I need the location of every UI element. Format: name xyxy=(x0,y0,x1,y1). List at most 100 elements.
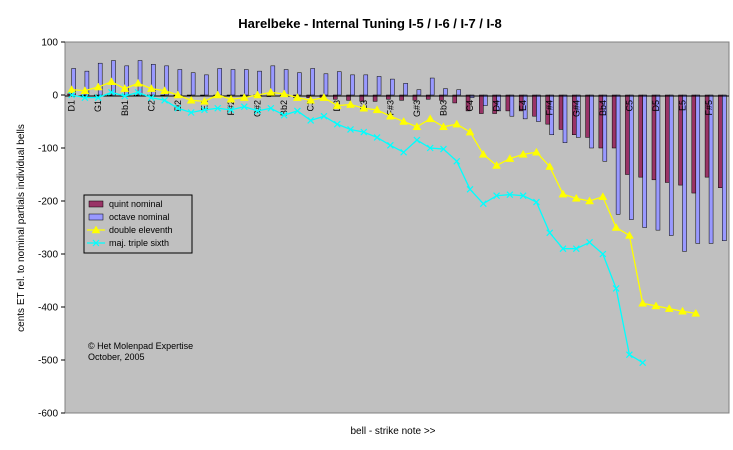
maj-triple-sixth-point xyxy=(108,88,115,96)
maj-triple-sixth-point xyxy=(559,245,567,253)
x-tick-label: G#3 xyxy=(412,100,422,117)
quint-nominal-bar xyxy=(372,94,378,102)
maj-triple-sixth-point xyxy=(347,126,354,133)
double-eleventh-point xyxy=(439,122,448,131)
quint-nominal-bar xyxy=(691,94,697,194)
maj-triple-sixth-point xyxy=(625,351,633,359)
x-tick-label: E4 xyxy=(518,100,528,111)
maj-triple-sixth-point xyxy=(506,191,514,199)
quint-nominal-bar xyxy=(452,94,458,104)
y-tick-label: 100 xyxy=(41,38,58,49)
octave-nominal-bar xyxy=(217,68,222,96)
maj-triple-sixth-point xyxy=(466,185,474,193)
maj-triple-sixth-point xyxy=(293,107,301,115)
double-eleventh-point xyxy=(186,95,196,104)
maj-triple-sixth-point xyxy=(320,112,328,120)
octave-nominal-bar xyxy=(682,94,687,252)
quint-nominal-bar xyxy=(718,94,723,188)
octave-nominal-bar xyxy=(350,74,355,96)
double-eleventh-point xyxy=(638,298,648,307)
double-eleventh-point xyxy=(200,96,209,105)
y-tick-label: -300 xyxy=(38,250,58,261)
x-tick-label: F#5 xyxy=(704,100,714,116)
quint-nominal-bar xyxy=(665,94,670,183)
maj-triple-sixth-point xyxy=(161,96,169,104)
quint-nominal-bar xyxy=(226,94,232,96)
octave-nominal-bar xyxy=(363,74,369,96)
line-series xyxy=(67,77,701,367)
maj-triple-sixth-point xyxy=(214,104,222,112)
octave-nominal-bar xyxy=(177,69,183,96)
x-tick-label: Bb4 xyxy=(598,100,608,116)
quint-nominal-bar xyxy=(611,94,617,149)
y-tick-label: -200 xyxy=(38,197,58,208)
maj-triple-sixth-point xyxy=(386,141,394,149)
octave-nominal-bar xyxy=(257,70,262,96)
x-tick-label: G#4 xyxy=(571,100,581,117)
double-eleventh-point xyxy=(213,90,223,99)
octave-nominal-bar xyxy=(297,72,302,96)
legend-marker-maj-triple-sixth xyxy=(92,239,100,247)
double-eleventh-point xyxy=(518,149,528,158)
date-note: October, 2005 xyxy=(88,352,145,362)
double-eleventh-point xyxy=(80,86,90,95)
legend-label-double-eleventh: double eleventh xyxy=(109,225,173,235)
octave-nominal-bar xyxy=(655,94,661,231)
maj-triple-sixth-point xyxy=(586,238,593,246)
maj-triple-sixth-point xyxy=(440,145,447,153)
maj-triple-sixth-point xyxy=(572,245,580,253)
maj-triple-sixth-point xyxy=(639,359,647,367)
x-tick-label: Bb2 xyxy=(279,100,289,116)
octave-nominal-bar xyxy=(443,88,448,96)
legend-marker-double-eleventh xyxy=(91,225,101,234)
octave-nominal-bar xyxy=(668,94,674,236)
octave-nominal-bar xyxy=(376,76,382,96)
quint-nominal-bar xyxy=(333,94,338,100)
x-tick-label: C5 xyxy=(624,100,634,112)
chart-title: Harelbeke - Internal Tuning I-5 / I-6 / … xyxy=(238,16,501,31)
maj-triple-sixth-point xyxy=(426,144,434,152)
maj-triple-sixth-point xyxy=(147,94,155,102)
double-eleventh-point xyxy=(585,196,594,205)
octave-nominal-bar xyxy=(615,94,621,215)
x-tick-label: E2 xyxy=(199,100,209,111)
quint-nominal-bar xyxy=(186,94,192,96)
octave-nominal-bar xyxy=(589,94,594,149)
bar-series xyxy=(67,60,727,252)
quint-nominal-bar xyxy=(558,94,564,130)
y-axis-ticks: 100 0 -100 -200 -300 -400 -500 -600 xyxy=(38,38,65,420)
double-eleventh-point xyxy=(664,304,674,312)
octave-nominal-bar xyxy=(722,94,727,241)
octave-nominal-bar xyxy=(536,94,541,122)
quint-nominal-bar xyxy=(425,94,431,100)
maj-triple-sixth-point xyxy=(201,106,208,114)
octave-nominal-bar xyxy=(190,72,196,96)
quint-nominal-bar xyxy=(386,94,391,100)
double-eleventh-point xyxy=(319,93,329,101)
quint-nominal-bar xyxy=(399,94,404,101)
x-tick-label: F#2 xyxy=(226,100,236,116)
double-eleventh-point xyxy=(306,95,316,104)
double-eleventh-point xyxy=(598,192,608,201)
legend-label-quint-nominal: quint nominal xyxy=(109,199,163,209)
double-eleventh-point xyxy=(372,105,382,114)
x-tick-label: F#4 xyxy=(545,100,555,116)
octave-nominal-bar xyxy=(576,94,581,138)
double-eleventh-point xyxy=(160,86,170,95)
maj-triple-sixth-point xyxy=(479,200,487,208)
maj-triple-sixth-point xyxy=(546,229,554,237)
maj-triple-sixth-point xyxy=(280,111,288,119)
double-eleventh-point xyxy=(691,308,701,317)
y-tick-label: -400 xyxy=(38,303,58,314)
maj-triple-sixth-point xyxy=(373,133,381,141)
octave-nominal-bar xyxy=(522,94,528,120)
x-tick-label: D2 xyxy=(173,100,183,112)
double-eleventh-point xyxy=(332,101,342,109)
maj-triple-sixth-line xyxy=(71,91,644,364)
double-eleventh-point xyxy=(107,77,116,85)
y-tick-label: -500 xyxy=(38,356,58,367)
octave-nominal-bar xyxy=(695,94,701,244)
maj-triple-sixth-point xyxy=(453,157,461,165)
double-eleventh-point xyxy=(226,94,236,103)
